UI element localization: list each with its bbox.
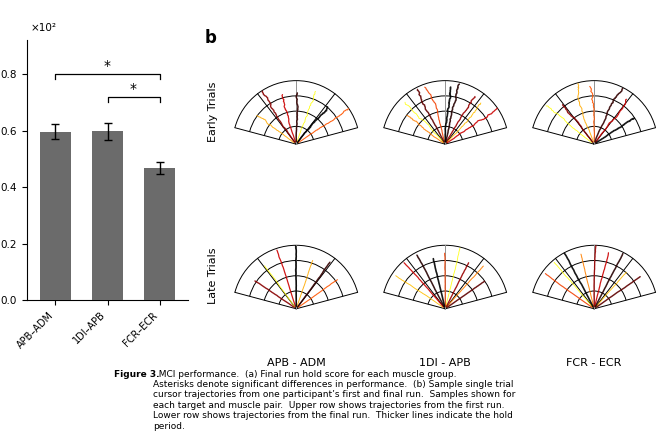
Text: Figure 3.: Figure 3.: [114, 370, 160, 379]
Text: Late Trials: Late Trials: [208, 248, 218, 304]
Text: ×10²: ×10²: [30, 22, 56, 33]
Bar: [144, 168, 175, 300]
Bar: [40, 132, 71, 300]
Text: 1DI - APB: 1DI - APB: [419, 358, 471, 368]
Text: MCI performance.  (a) Final run hold score for each muscle group.
Asterisks deno: MCI performance. (a) Final run hold scor…: [153, 370, 515, 431]
Text: Early Trials: Early Trials: [208, 81, 218, 142]
Text: APB - ADM: APB - ADM: [267, 358, 326, 368]
Text: FCR - ECR: FCR - ECR: [566, 358, 622, 368]
Bar: [92, 131, 123, 300]
Text: *: *: [104, 59, 111, 73]
Text: *: *: [130, 82, 137, 96]
Text: b: b: [205, 29, 217, 47]
